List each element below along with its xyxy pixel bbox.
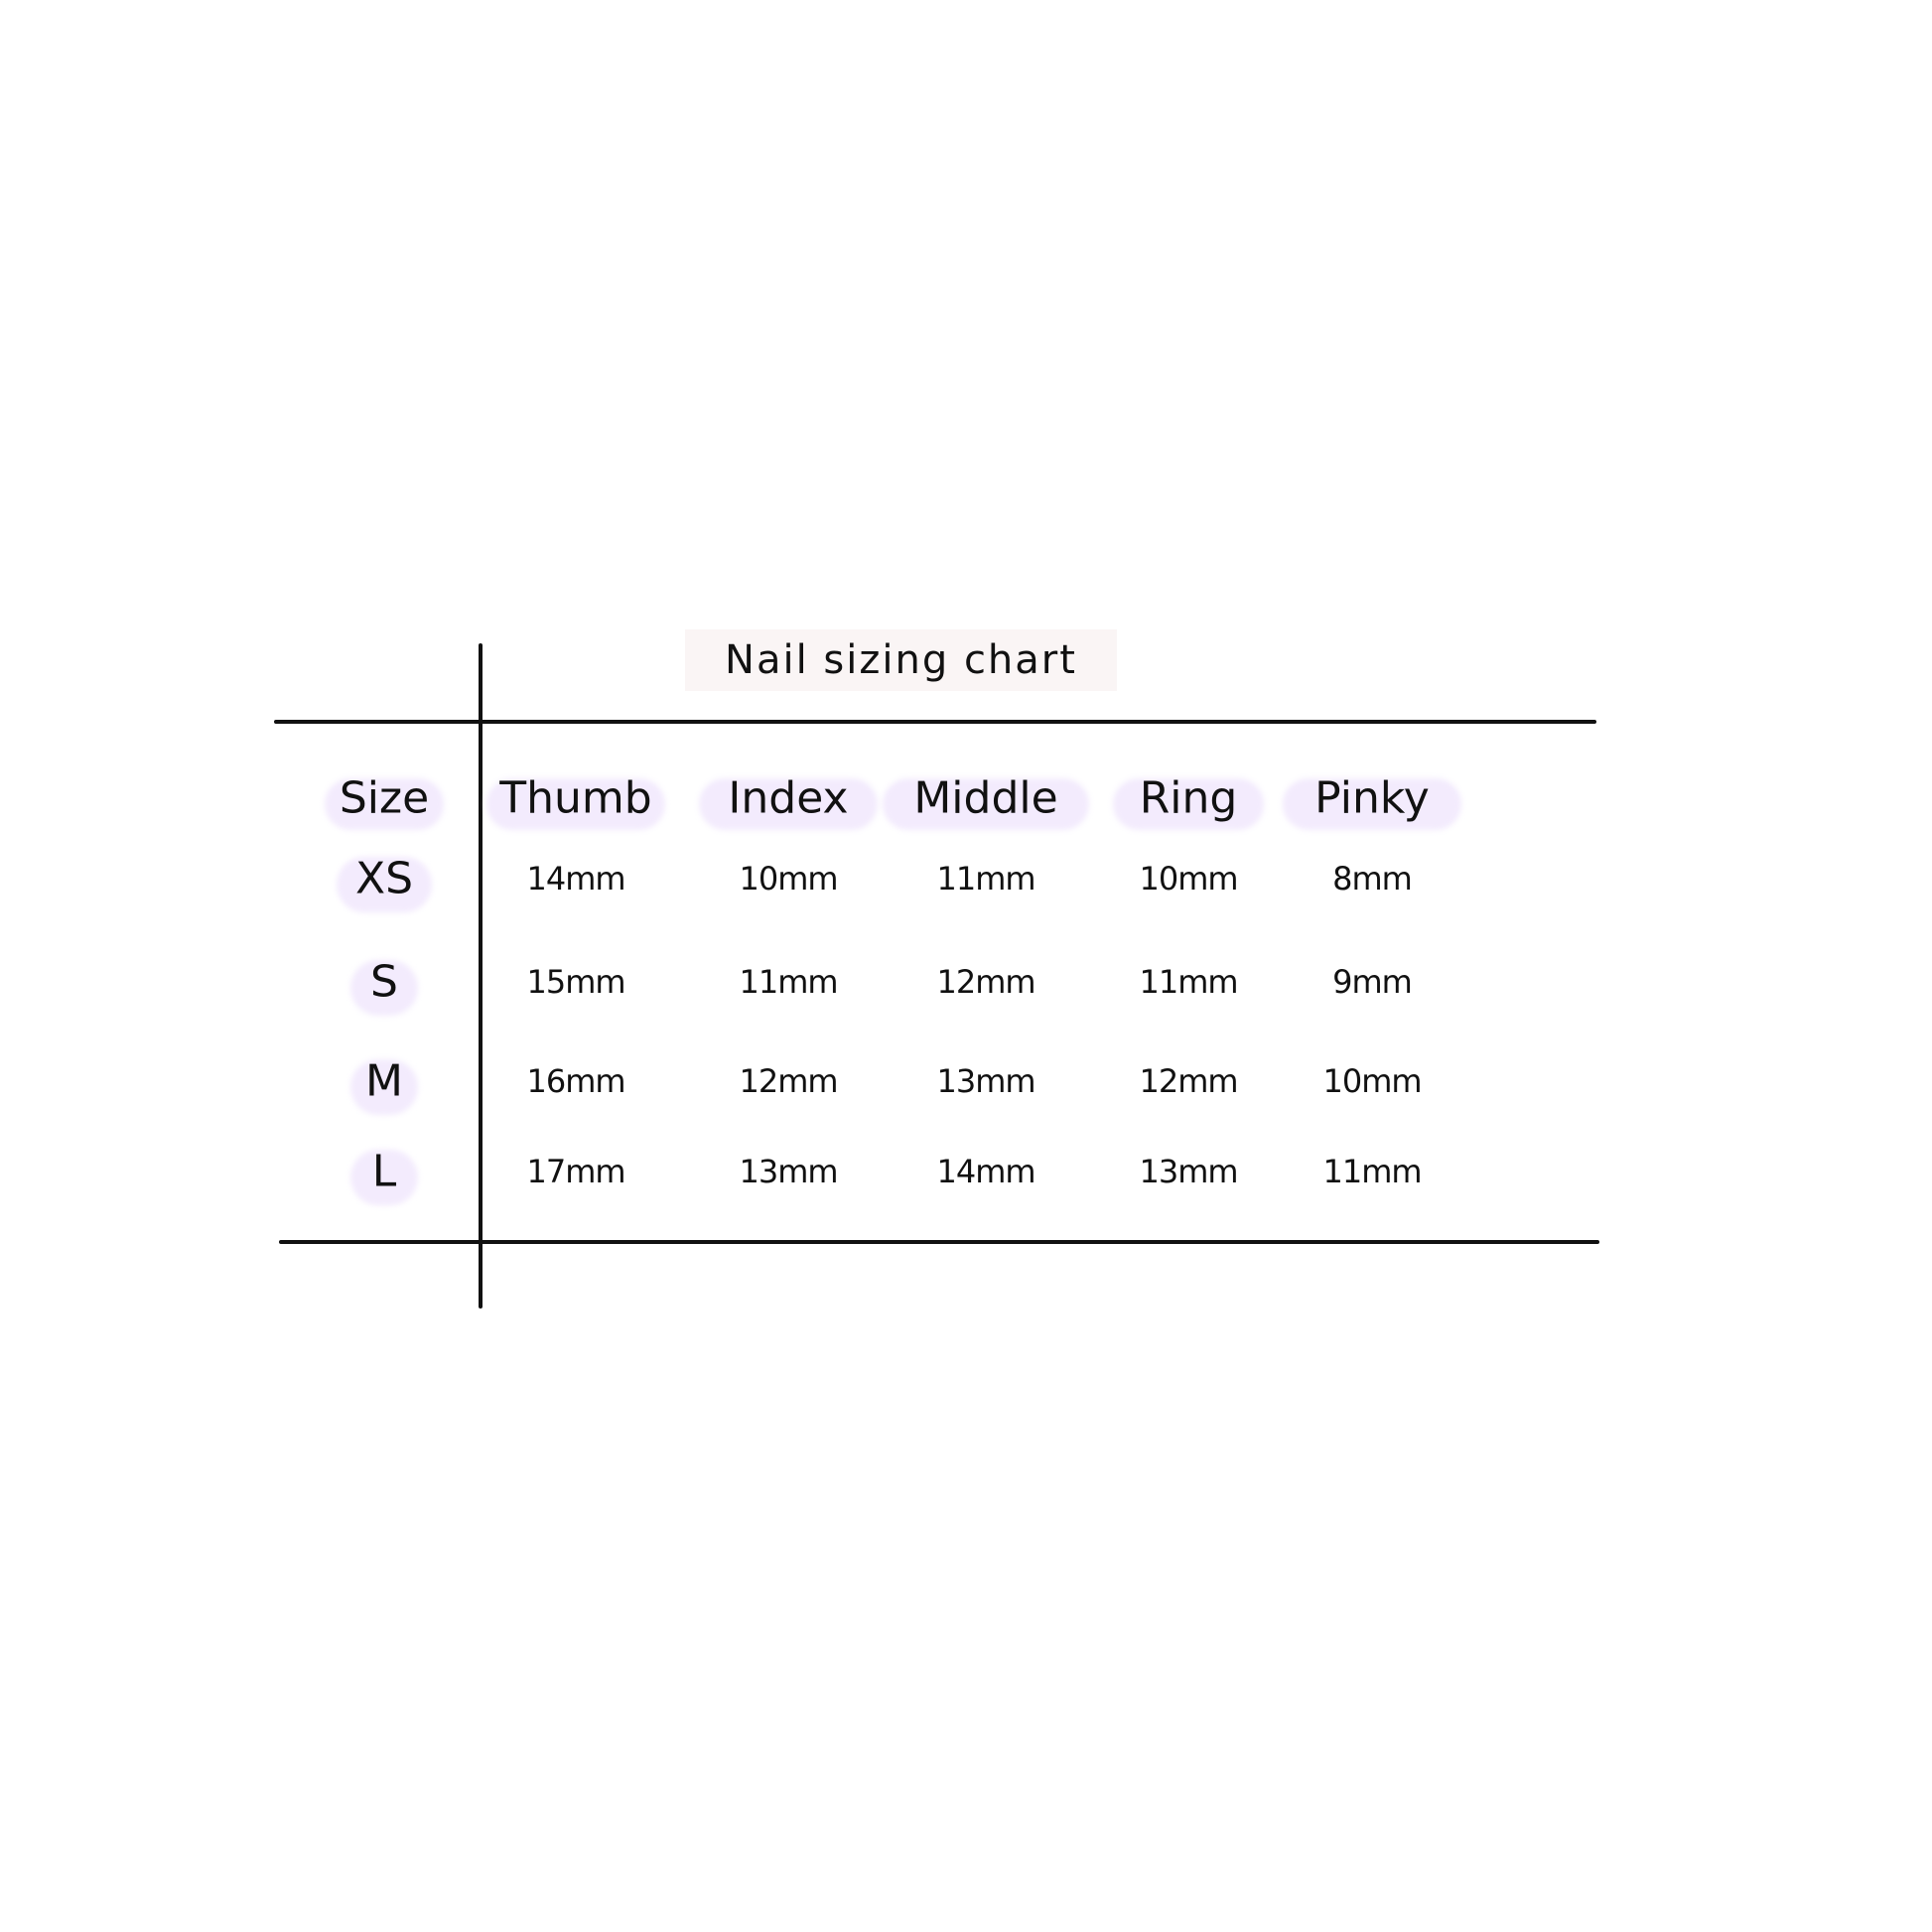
chart-title: Nail sizing chart <box>725 637 1077 683</box>
row-header-s: S <box>370 956 398 1008</box>
table-cell: 17mm <box>526 1153 625 1190</box>
table-cell: 13mm <box>739 1153 838 1190</box>
table-cell: 11mm <box>1322 1153 1422 1190</box>
column-header-pinky: Pinky <box>1314 772 1430 824</box>
table-cell: 11mm <box>936 860 1035 897</box>
table-cell: 9mm <box>1332 963 1413 1001</box>
row-header-xs: XS <box>354 853 414 904</box>
row-header-l: L <box>371 1146 397 1197</box>
column-header-ring: Ring <box>1139 772 1238 824</box>
column-header-index: Index <box>728 772 849 824</box>
table-cell: 11mm <box>1139 963 1238 1001</box>
top-rule <box>274 720 1596 724</box>
table-cell: 14mm <box>936 1153 1035 1190</box>
column-header-thumb: Thumb <box>499 772 652 824</box>
table-cell: 12mm <box>936 963 1035 1001</box>
table-cell: 10mm <box>739 860 838 897</box>
table-cell: 16mm <box>526 1062 625 1100</box>
table-cell: 12mm <box>739 1062 838 1100</box>
table-cell: 13mm <box>1139 1153 1238 1190</box>
table-cell: 10mm <box>1322 1062 1422 1100</box>
table-cell: 14mm <box>526 860 625 897</box>
highlight-mark <box>699 778 878 830</box>
highlight-mark <box>350 960 418 1016</box>
highlight-mark <box>325 778 444 830</box>
highlight-mark <box>1113 778 1264 830</box>
highlight-mark <box>883 778 1089 830</box>
bottom-rule <box>279 1240 1599 1244</box>
table-cell: 15mm <box>526 963 625 1001</box>
table-cell: 8mm <box>1332 860 1413 897</box>
table-cell: 12mm <box>1139 1062 1238 1100</box>
highlight-mark <box>486 778 665 830</box>
table-cell: 10mm <box>1139 860 1238 897</box>
table-cell: 11mm <box>739 963 838 1001</box>
highlight-mark <box>350 1059 418 1115</box>
table-cell: 13mm <box>936 1062 1035 1100</box>
column-header-middle: Middle <box>913 772 1058 824</box>
highlight-mark <box>337 857 432 912</box>
size-column-header: Size <box>339 772 430 824</box>
title-background <box>685 629 1117 691</box>
row-header-m: M <box>365 1055 403 1107</box>
highlight-mark <box>350 1150 418 1205</box>
vertical-rule <box>479 643 483 1309</box>
highlight-mark <box>1283 778 1461 830</box>
